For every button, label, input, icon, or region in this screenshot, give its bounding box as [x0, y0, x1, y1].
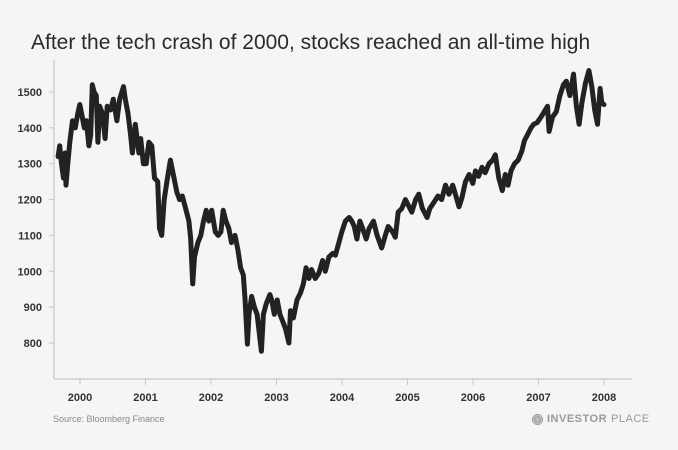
logo-text-bold: INVESTOR: [547, 413, 608, 425]
logo-icon: [532, 413, 543, 425]
y-tick-label: 1200: [18, 195, 42, 207]
series-line: [55, 68, 607, 354]
x-tick-label: 2004: [330, 392, 355, 404]
x-tick-label: 2002: [199, 392, 223, 404]
y-tick-label: 800: [24, 338, 42, 350]
x-tick-label: 2000: [68, 392, 92, 404]
investorplace-logo: INVESTOR PLACE: [532, 413, 650, 425]
y-tick-label: 1300: [18, 159, 42, 171]
x-tick-label: 2007: [526, 392, 550, 404]
x-tick-label: 2003: [264, 392, 288, 404]
x-tick-label: 2001: [133, 392, 157, 404]
y-tick-label: 1000: [18, 266, 42, 278]
x-tick-label: 2005: [395, 392, 419, 404]
y-tick-label: 1500: [18, 87, 42, 99]
source-note: Source: Bloomberg Finance: [53, 414, 165, 424]
y-tick-label: 1100: [18, 230, 42, 242]
x-tick-label: 2008: [592, 392, 616, 404]
logo-text-light: PLACE: [611, 413, 650, 425]
chart-title: After the tech crash of 2000, stocks rea…: [31, 31, 591, 54]
y-tick-label: 1400: [18, 123, 42, 135]
y-tick-label: 900: [24, 302, 42, 314]
x-tick-label: 2006: [461, 392, 485, 404]
